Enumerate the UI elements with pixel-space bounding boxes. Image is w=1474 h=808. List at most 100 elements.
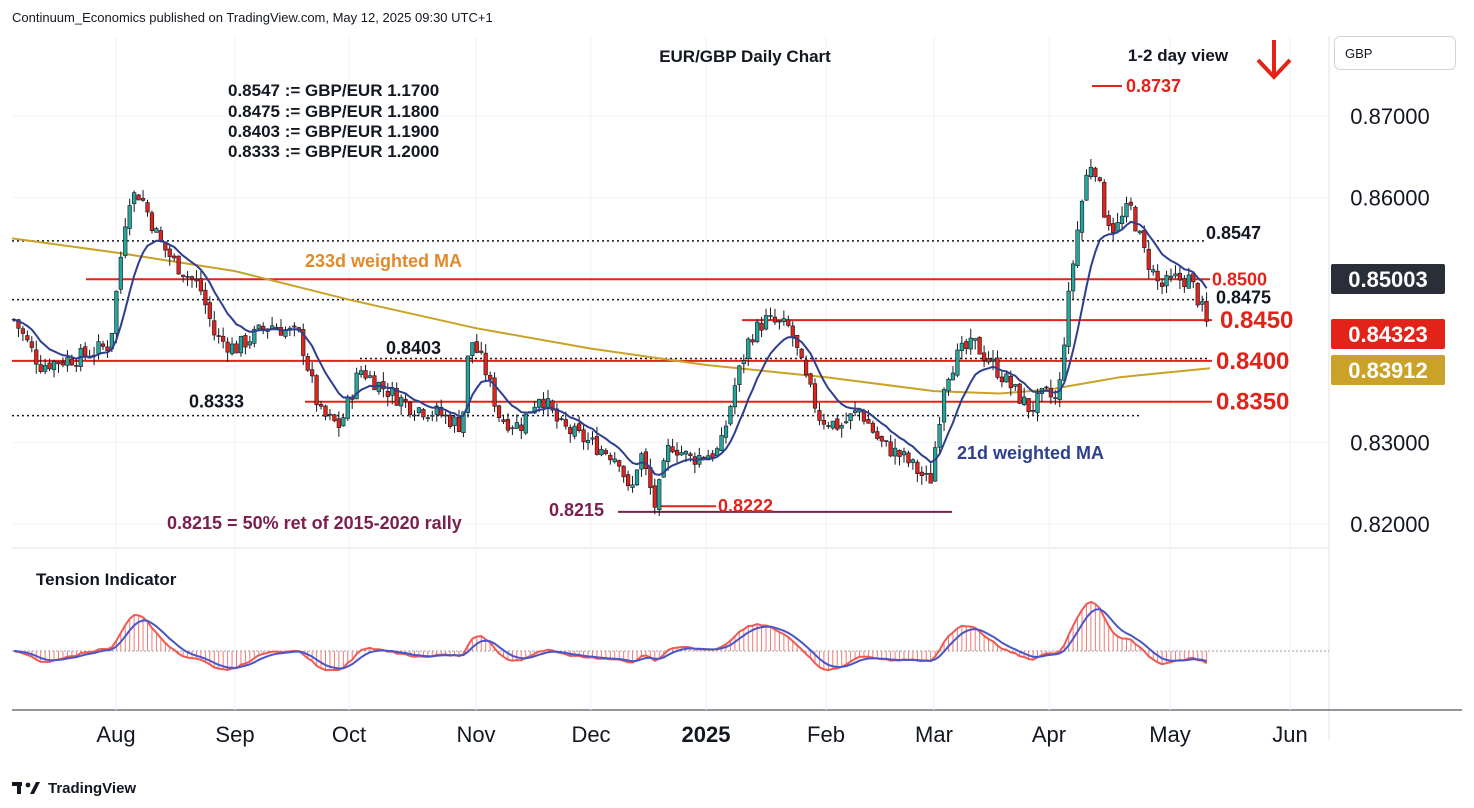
candle-body xyxy=(74,365,79,367)
candle-body xyxy=(577,423,582,432)
candle-body xyxy=(1173,273,1178,277)
candle-body xyxy=(1119,215,1125,225)
candle-body xyxy=(728,406,733,425)
candle-body xyxy=(278,327,284,336)
candle-body xyxy=(167,248,172,257)
candle-body xyxy=(964,341,969,349)
candle-body xyxy=(755,321,760,342)
candle-body xyxy=(501,419,506,422)
candle-body xyxy=(892,447,898,457)
candle-body xyxy=(950,372,956,381)
candle-body xyxy=(919,471,924,477)
symbol-box[interactable]: GBP xyxy=(1334,36,1456,70)
candle-body xyxy=(603,450,608,454)
candle-body xyxy=(474,341,479,353)
candle-body xyxy=(20,328,26,334)
x-tick-label: Dec xyxy=(571,722,610,747)
candle-body xyxy=(83,346,88,357)
candle-body xyxy=(403,398,408,402)
candle-body xyxy=(674,449,680,456)
time-axis[interactable]: Aug Sep Oct Nov Dec 2025 Feb Mar Apr May Jun xyxy=(96,722,1307,747)
candle-body xyxy=(483,352,488,376)
candle-body xyxy=(1075,229,1080,266)
candle-body xyxy=(990,358,996,362)
candle-body xyxy=(1013,384,1018,387)
candle-body xyxy=(256,324,261,330)
candle-body xyxy=(1093,167,1098,177)
candle-body xyxy=(897,449,902,457)
indicator-histogram xyxy=(17,601,1208,671)
candle-body xyxy=(519,424,524,431)
candle-body xyxy=(839,424,844,429)
candle-body xyxy=(906,452,911,464)
candle-body xyxy=(643,451,648,469)
level-label: 0.8333 xyxy=(189,392,244,412)
candle-body xyxy=(786,319,791,326)
candle-body xyxy=(732,385,737,408)
candle-body xyxy=(1151,269,1156,273)
candle-body xyxy=(1142,230,1147,248)
level-label: 0.8400 xyxy=(1216,348,1289,375)
candle-body xyxy=(924,473,929,475)
conversion-note: 0.8475 := GBP/EUR 1.1800 xyxy=(228,102,439,121)
candle-body xyxy=(140,198,146,201)
candle-body xyxy=(470,342,475,356)
candle-body xyxy=(354,372,359,400)
candle-body xyxy=(941,389,947,423)
candle-body xyxy=(1084,174,1089,201)
price-badge xyxy=(1331,319,1445,349)
candle-body xyxy=(1186,274,1191,289)
candle-body xyxy=(252,328,257,344)
candle-body xyxy=(207,302,212,319)
candle-body xyxy=(123,226,128,257)
candle-body xyxy=(189,276,195,280)
ma233-label: 233d weighted MA xyxy=(305,251,462,271)
candle-body xyxy=(96,341,101,354)
candle-body xyxy=(608,454,613,461)
candle-body xyxy=(545,398,551,410)
candle-body xyxy=(1071,263,1076,292)
candle-body xyxy=(394,388,399,406)
candle-body xyxy=(1195,282,1200,306)
candle-body xyxy=(225,341,230,353)
candle-body xyxy=(447,414,453,427)
price-axis[interactable]: 0.87000 0.86000 0.83000 0.82000 xyxy=(1350,104,1430,537)
candle-body xyxy=(670,446,675,453)
candle-body xyxy=(318,403,324,407)
candle-body xyxy=(1022,396,1027,406)
candle-body xyxy=(38,364,43,372)
candle-body xyxy=(554,408,559,422)
candle-body xyxy=(1017,383,1022,404)
level-label: 0.8500 xyxy=(1212,269,1267,289)
x-tick-label: Aug xyxy=(96,722,135,747)
candle-body xyxy=(1088,167,1093,178)
candle-body xyxy=(817,410,822,421)
x-tick-label: Oct xyxy=(332,722,366,747)
candle-body xyxy=(221,335,226,342)
candle-body xyxy=(568,427,573,435)
conversion-note: 0.8547 := GBP/EUR 1.1700 xyxy=(228,81,439,100)
x-tick-label: May xyxy=(1149,722,1191,747)
candle-body xyxy=(1035,393,1040,413)
chart-title: EUR/GBP Daily Chart xyxy=(659,47,831,66)
candle-body xyxy=(737,365,742,385)
y-tick-label: 0.83000 xyxy=(1350,431,1430,456)
candle-body xyxy=(741,360,746,365)
candles[interactable] xyxy=(11,159,1209,516)
candle-body xyxy=(973,338,978,341)
y-tick-label: 0.82000 xyxy=(1350,512,1430,537)
candle-body xyxy=(510,427,515,430)
x-tick-label: Jun xyxy=(1272,722,1307,747)
candle-body xyxy=(523,413,528,434)
candle-body xyxy=(496,405,502,419)
candle-body xyxy=(1106,215,1111,226)
candle-body xyxy=(60,361,66,366)
candle-body xyxy=(1053,397,1058,399)
candle-body xyxy=(848,413,853,422)
candle-body xyxy=(928,473,933,484)
candle-body xyxy=(452,416,457,426)
candle-body xyxy=(999,376,1004,383)
candle-body xyxy=(127,205,132,229)
candle-body xyxy=(363,370,368,379)
